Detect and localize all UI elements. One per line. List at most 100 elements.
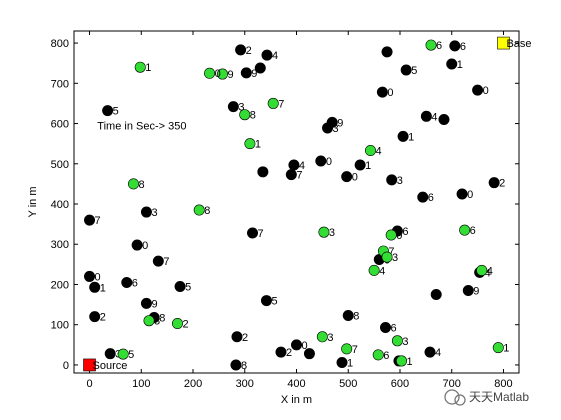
node-point-black	[376, 86, 388, 98]
y-axis-label: Y in m	[27, 187, 39, 218]
node-point-black	[152, 255, 164, 267]
node-point-green	[117, 348, 129, 360]
node-label: 5	[185, 281, 191, 293]
node-label: 4	[272, 50, 278, 62]
node-label: 3	[329, 227, 335, 239]
x-tick-label: 600	[391, 378, 409, 390]
node-point-black	[104, 348, 116, 360]
node-point-green	[217, 68, 229, 80]
node-point-black	[227, 101, 239, 113]
node-point-black	[386, 174, 398, 186]
node-point-black	[140, 297, 152, 309]
wechat-icon	[444, 389, 460, 405]
node-point-green	[364, 144, 376, 156]
node-point-black	[240, 67, 252, 79]
node-point-black	[235, 44, 247, 56]
node-point-black	[354, 159, 366, 171]
axis-ticks: 0 100 200 300 400 500 600 700 800010020030040050…	[51, 31, 519, 390]
node-label: 1	[407, 356, 413, 368]
node-label: 6	[460, 41, 466, 53]
node-point-black	[397, 130, 409, 142]
node-point-black	[102, 105, 114, 117]
watermark-group: 天天Matlab	[444, 389, 529, 406]
node-label: 1	[408, 131, 414, 143]
node-label: 1	[145, 62, 151, 74]
node-label: 0	[95, 271, 101, 283]
node-point-green	[396, 355, 408, 367]
node-point-black	[290, 339, 302, 351]
node-point-green	[381, 251, 393, 263]
node-point-black	[342, 309, 354, 321]
node-label: 7	[258, 228, 264, 240]
node-label: 8	[139, 179, 145, 191]
node-label: 0	[483, 85, 489, 97]
node-point-black	[488, 177, 500, 189]
node-point-black	[140, 206, 152, 218]
node-point-black	[257, 166, 269, 178]
node-label: 2	[100, 312, 106, 324]
y-tick-label: 600	[51, 119, 69, 131]
node-point-black	[449, 40, 461, 52]
node-point-black	[417, 191, 429, 203]
node-point-black	[121, 276, 133, 288]
base-node-label: Base	[506, 38, 531, 50]
y-tick-label: 400	[51, 199, 69, 211]
node-point-black	[322, 122, 334, 134]
node-label: 1	[457, 59, 463, 71]
node-point-green	[368, 264, 380, 276]
node-label: 7	[278, 98, 284, 110]
node-point-black	[288, 159, 300, 171]
node-label: 0	[302, 340, 308, 352]
node-label: 8	[353, 310, 359, 322]
node-point-black	[462, 285, 474, 297]
wechat-icon-small	[454, 394, 466, 406]
node-label: 0	[467, 189, 473, 201]
y-tick-label: 300	[51, 239, 69, 251]
node-label: 0	[142, 240, 148, 252]
node-point-green	[492, 342, 504, 354]
node-label: 4	[435, 347, 441, 359]
node-point-black	[254, 62, 266, 74]
node-point-black	[131, 239, 143, 251]
y-tick-label: 200	[51, 279, 69, 291]
node-label: 6	[383, 350, 389, 362]
node-point-black	[231, 331, 243, 343]
node-label: 3	[151, 207, 157, 219]
node-label: 6	[428, 192, 434, 204]
node-point-black	[261, 49, 273, 61]
x-tick-label: 500	[339, 378, 357, 390]
node-point-green	[316, 331, 328, 343]
node-point-black	[438, 114, 450, 126]
source-node	[83, 358, 96, 372]
node-point-green	[204, 67, 216, 79]
node-label: 3	[327, 332, 333, 344]
node-label: 3	[392, 252, 398, 264]
node-label: 3	[402, 336, 408, 348]
node-point-green	[134, 61, 146, 73]
node-point-black	[381, 46, 393, 58]
node-point-black	[446, 58, 458, 70]
node-label: 5	[113, 106, 119, 118]
node-label: 9	[151, 298, 157, 310]
node-label: 1	[503, 343, 509, 355]
node-label: 4	[485, 267, 491, 279]
node-label: 4	[431, 111, 437, 123]
node-label: 7	[388, 246, 394, 258]
node-label: 2	[286, 347, 292, 359]
node-label: 8	[159, 312, 165, 324]
node-label: 9	[228, 69, 234, 81]
node-point-green	[239, 109, 251, 121]
node-label: 4	[299, 160, 305, 172]
node-point-green	[372, 349, 384, 361]
node-point-black	[84, 214, 96, 226]
node-label: 6	[132, 277, 138, 289]
node-label: 1	[255, 139, 261, 151]
node-point-black	[89, 311, 101, 323]
node-point-black	[341, 171, 353, 183]
node-point-black	[247, 227, 259, 239]
y-tick-label: 500	[51, 159, 69, 171]
node-point-green	[244, 138, 256, 150]
y-tick-label: 800	[51, 38, 69, 50]
x-tick-label: 0	[86, 378, 92, 390]
